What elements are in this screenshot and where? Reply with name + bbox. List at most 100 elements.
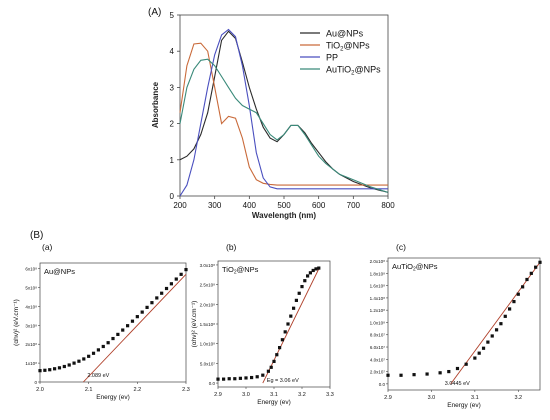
- panel-data-point: [529, 271, 533, 275]
- panel-data-point: [67, 363, 71, 367]
- panel-ytick-label: 1.0x10⁸: [200, 342, 216, 347]
- panel-ytick-label: 2.0x10⁸: [370, 259, 386, 264]
- panel-data-point: [250, 375, 254, 380]
- panel-inner-label: TiO2@NPs: [222, 265, 259, 276]
- chart-A-ytick-label: 2: [170, 120, 175, 129]
- panel-data-point: [222, 377, 226, 381]
- panel-label-B: (B): [30, 230, 43, 241]
- panel-inner-label: AuTiO2@NPs: [392, 262, 438, 273]
- panel-ytick-label: 1.2x10⁸: [370, 308, 386, 313]
- panel-data-point: [57, 366, 62, 370]
- panel-sub-label: (c): [396, 242, 406, 252]
- chart-A-legend-label: AuTiO2@NPs: [326, 65, 381, 77]
- panel-frame: [387, 257, 541, 391]
- panel-data-point: [280, 338, 284, 342]
- chart-A-xtick-label: 800: [381, 201, 395, 210]
- panel-data-point: [477, 351, 481, 355]
- chart-A-xtick-label: 200: [173, 201, 187, 210]
- chart-A-ytick-label: 3: [170, 83, 175, 92]
- panel-xlabel: Energy (ev): [96, 394, 130, 401]
- panel-data-point: [303, 279, 307, 283]
- panel-xlabel: Energy (ev): [447, 402, 481, 409]
- panel-label-A: (A): [148, 7, 161, 18]
- panel-data-point: [283, 330, 287, 334]
- panel-ytick-label: 3.0x10⁸: [200, 263, 216, 268]
- chart-A-ytick-label: 4: [170, 47, 175, 56]
- panel-data-point: [503, 314, 507, 318]
- panel-data-point: [87, 354, 91, 358]
- panel-data-point: [272, 359, 276, 364]
- panel-xtick-label: 3.1: [270, 392, 278, 398]
- panel-data-point: [286, 322, 290, 326]
- panel-data-point: [499, 322, 503, 326]
- panel-data-point: [512, 299, 516, 304]
- panel-annotation: Eg = 3.06 eV: [267, 378, 299, 384]
- panel-sub-label: (a): [42, 242, 53, 252]
- panel-xtick-label: 2.1: [85, 387, 93, 393]
- panel-data-point: [534, 265, 538, 269]
- panel-xtick-label: 2.3: [182, 387, 190, 393]
- chart-A-series-line: [179, 42, 388, 186]
- panel-annotation: 3.0445 eV: [445, 381, 470, 387]
- panel-ytick-label: 1.6x10⁸: [370, 284, 386, 289]
- panel-fit-line: [262, 268, 320, 384]
- panel-data-point: [238, 376, 242, 380]
- chart-A-xtick-label: 700: [347, 201, 361, 210]
- panel-ytick-label: 1.0x10⁸: [370, 320, 386, 325]
- panel-data-point: [538, 260, 542, 264]
- panel-data-point: [438, 371, 442, 375]
- panel-data-point: [140, 310, 144, 314]
- panel-data-point: [126, 324, 130, 328]
- panel-xtick-label: 2.0: [36, 387, 44, 393]
- panel-ytick-label: 4.0x10⁷: [370, 357, 386, 362]
- chart-A-ylabel: Absorbance: [151, 81, 160, 128]
- chart-A-ytick-label: 5: [170, 11, 175, 20]
- panel-data-point: [96, 348, 100, 352]
- panel-ytick-label: 6.0x10⁷: [370, 345, 386, 350]
- panel-data-point: [174, 277, 178, 281]
- chart-A-legend-label: Au@NPs: [326, 29, 364, 39]
- panel-data-point: [82, 357, 86, 361]
- chart-A-xtick-label: 400: [243, 201, 257, 210]
- panel-data-point: [179, 272, 183, 276]
- panel-data-point: [300, 284, 304, 289]
- panel-ytick-label: 2.5x10⁸: [200, 283, 216, 288]
- chart-B-b: (b) TiO2@NPs 2.9 3.0 3.1 3.2 3.3 0.0 5.0x10⁷ 1.0x…: [191, 242, 334, 406]
- panel-ytick-label: 3x10⁸: [25, 323, 37, 328]
- panel-xtick-label: 3.2: [298, 392, 306, 398]
- panel-data-point: [255, 375, 259, 379]
- chart-A-series-line: [179, 58, 389, 193]
- panel-data-point: [308, 271, 312, 275]
- chart-A-xtick-label: 500: [277, 201, 291, 210]
- panel-sub-label: (b): [226, 242, 237, 252]
- panel-xtick-label: 3.2: [514, 395, 522, 401]
- panel-data-point: [111, 336, 115, 341]
- panel-data-point: [164, 286, 169, 291]
- panel-frame: [39, 262, 187, 383]
- chart-B-a: (a) Au@NPs 2.0 2.1 2.2 2.3 0 1x10⁸ 2x10⁸ 3x10⁸ 4x1…: [13, 242, 190, 401]
- panel-xtick-label: 2.2: [134, 387, 142, 393]
- panel-data-point: [490, 334, 494, 338]
- panel-xtick-label: 3.0: [242, 392, 250, 398]
- panel-data-point: [48, 368, 52, 372]
- panel-data-point: [150, 301, 154, 305]
- panel-data-point: [292, 306, 296, 310]
- panel-ytick-label: 2.0x10⁷: [370, 370, 386, 375]
- chart-A-xlabel: Wavelength (nm): [252, 211, 316, 220]
- panel-data-point: [121, 328, 125, 332]
- panel-data-point: [233, 377, 237, 381]
- panel-fit-line: [82, 274, 187, 383]
- panel-data-point: [481, 346, 486, 350]
- panel-data-point: [306, 274, 310, 278]
- panel-ytick-label: 2x10⁸: [25, 342, 37, 347]
- panel-xtick-label: 2.9: [384, 395, 392, 401]
- panel-ytick-label: 6x10⁸: [25, 267, 37, 272]
- panel-data-point: [294, 298, 298, 302]
- panel-data-point: [473, 356, 477, 360]
- chart-A-ytick-label: 0: [170, 192, 175, 201]
- panel-xtick-label: 3.0: [428, 395, 436, 401]
- panel-ytick-label: 0.0: [379, 382, 386, 387]
- panel-data-point: [412, 373, 416, 377]
